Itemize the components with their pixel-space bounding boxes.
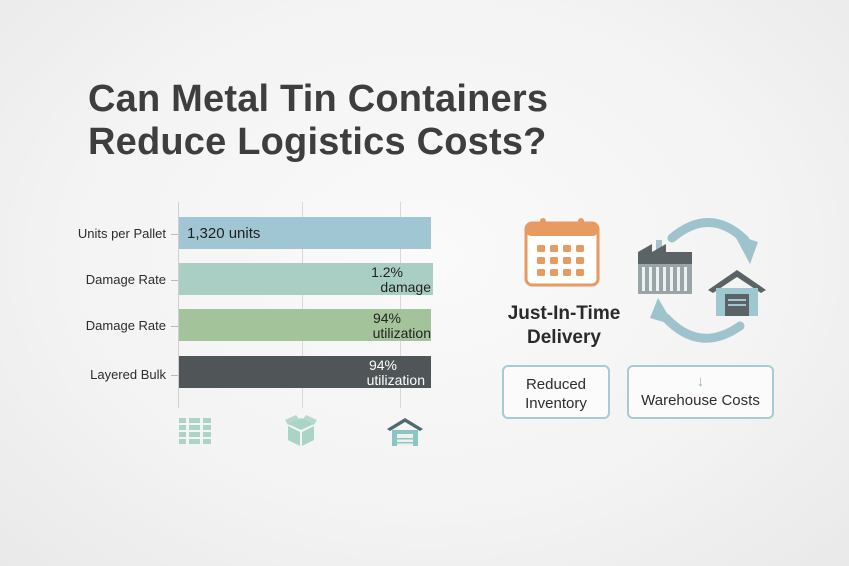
warehouse-icon <box>708 270 766 316</box>
pallet-icon <box>179 418 211 444</box>
bar-label-value: 94% <box>372 310 401 326</box>
jit-label-line-1: Just-In-Time <box>507 303 621 324</box>
y-tick <box>171 326 178 327</box>
jit-label-line-2: Delivery <box>527 327 601 348</box>
cycle-arrow-top <box>667 218 750 245</box>
bar-label-unit: utilization <box>372 325 431 341</box>
gridline <box>400 202 401 408</box>
y-axis <box>178 202 179 408</box>
y-tick <box>171 280 178 281</box>
y-tick-label-damage-rate: Damage Rate <box>85 272 166 287</box>
y-tick <box>171 375 178 376</box>
bar-label-unit: utilization <box>366 372 425 388</box>
bar-label-value: 94% <box>368 357 397 373</box>
card-line-1: Reduced <box>525 376 587 393</box>
warehouse-icon <box>387 418 423 446</box>
page-title: Can Metal Tin Containers Reduce Logistic… <box>88 78 548 164</box>
card-line-2: Inventory <box>525 395 587 412</box>
bar-label-units: 1,320 units <box>187 225 261 242</box>
bar-damage-rate: 1.2% damage <box>179 263 433 295</box>
factory-icon <box>638 240 692 294</box>
gridline <box>302 202 303 408</box>
y-tick-label-layered-bulk: Layered Bulk <box>90 367 166 382</box>
y-tick <box>171 234 178 235</box>
jit-label: Just-In-Time Delivery <box>500 302 628 350</box>
bar-units-per-pallet: 1,320 units <box>179 217 431 249</box>
warehouse-costs-card: ↓ Warehouse Costs <box>627 365 774 419</box>
bar-label-unit: damage <box>380 279 431 295</box>
calendar-icon <box>524 218 600 287</box>
down-arrow-icon: ↓ <box>696 373 705 390</box>
y-tick-label-units-per-pallet: Units per Pallet <box>77 226 166 241</box>
box-icon <box>285 415 317 446</box>
bar-layered-bulk: 94% utilization <box>179 356 431 388</box>
arrow-head-icon <box>734 234 758 264</box>
cycle-arrow-bottom <box>661 313 745 343</box>
title-line-1: Can Metal Tin Containers <box>88 78 549 120</box>
cycle-diagram <box>638 218 766 343</box>
bar-label-value: 1.2% <box>371 264 403 280</box>
reduced-inventory-card: Reduced Inventory <box>502 365 610 419</box>
bar-utilization: 94% utilization <box>179 309 431 341</box>
arrow-head-icon <box>650 298 674 325</box>
title-line-2: Reduce Logistics Costs? <box>88 121 547 163</box>
y-tick-label-damage-rate-2: Damage Rate <box>85 318 166 333</box>
warehouse-costs-label: Warehouse Costs <box>641 392 760 409</box>
